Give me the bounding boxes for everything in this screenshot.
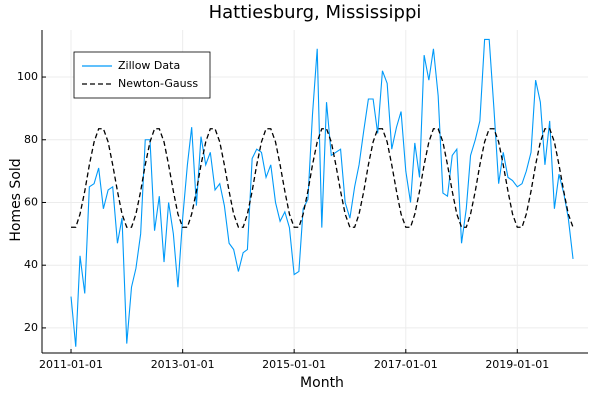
x-tick-label: 2011-01-01 <box>39 358 103 371</box>
data-line <box>71 128 574 228</box>
y-tick-label: 40 <box>24 258 38 271</box>
y-tick-label: 80 <box>24 133 38 146</box>
x-axis-label: Month <box>300 375 344 391</box>
x-tick-label: 2019-01-01 <box>485 358 549 371</box>
x-tick-label: 2017-01-01 <box>374 358 438 371</box>
x-tick-label: 2013-01-01 <box>151 358 215 371</box>
y-tick-label: 20 <box>24 321 38 334</box>
legend-label: Zillow Data <box>118 59 180 72</box>
y-tick-label: 100 <box>17 70 38 83</box>
legend-box <box>73 51 211 99</box>
chart-title: Hattiesburg, Mississippi <box>209 2 422 23</box>
y-tick-label: 60 <box>24 195 38 208</box>
y-axis-label: Homes Sold <box>8 158 24 241</box>
legend-label: Newton-Gauss <box>118 77 198 90</box>
data-line <box>70 38 574 347</box>
x-tick-label: 2015-01-01 <box>262 358 326 371</box>
